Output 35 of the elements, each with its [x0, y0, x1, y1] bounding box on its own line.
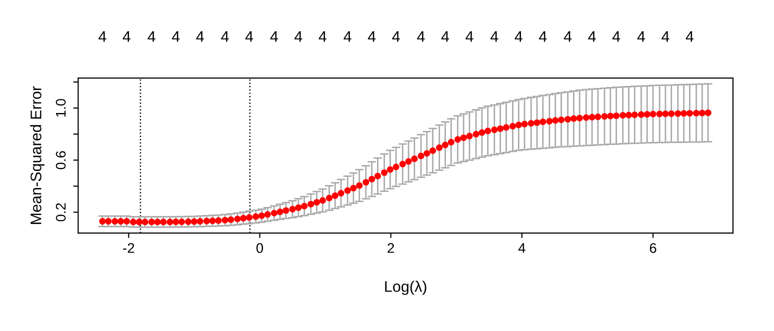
text: 4	[98, 31, 106, 42]
x-axis-title: Log(λ)	[385, 280, 426, 295]
x-tick-label: 4	[518, 243, 526, 253]
text: 4	[344, 31, 352, 42]
x-tick-label: 2	[388, 243, 394, 253]
text: 4	[588, 31, 596, 42]
y-tick-label: 0.6	[56, 151, 66, 170]
text: 4	[417, 31, 425, 42]
text: 4	[564, 31, 572, 42]
text: 4	[196, 31, 204, 42]
x-tick-label: -2	[123, 243, 134, 253]
y-axis-title: Mean-Squared Error	[30, 86, 44, 224]
text: 4	[539, 31, 547, 42]
text: 4	[441, 31, 450, 42]
text: 4	[148, 31, 156, 42]
text: 4	[392, 31, 400, 42]
text: 4	[514, 31, 522, 42]
text: 4	[122, 31, 130, 42]
text: 4	[294, 31, 302, 42]
text: 4	[612, 31, 620, 42]
text: 4	[270, 31, 278, 42]
text: 4	[490, 31, 498, 42]
text: 4	[662, 31, 670, 42]
x-tick-label: 6	[650, 243, 656, 253]
text: 4	[172, 31, 180, 42]
text: 4	[368, 31, 376, 42]
x-tick-label: 0	[256, 243, 264, 253]
y-tick-label: 1.0	[56, 98, 66, 117]
text: 4	[221, 31, 229, 42]
text: 4	[466, 31, 474, 42]
y-tick-label: 0.2	[56, 203, 66, 222]
text: 4	[686, 31, 694, 42]
text: 4	[245, 31, 254, 42]
text: 4	[637, 31, 646, 42]
text: 4	[318, 31, 326, 42]
